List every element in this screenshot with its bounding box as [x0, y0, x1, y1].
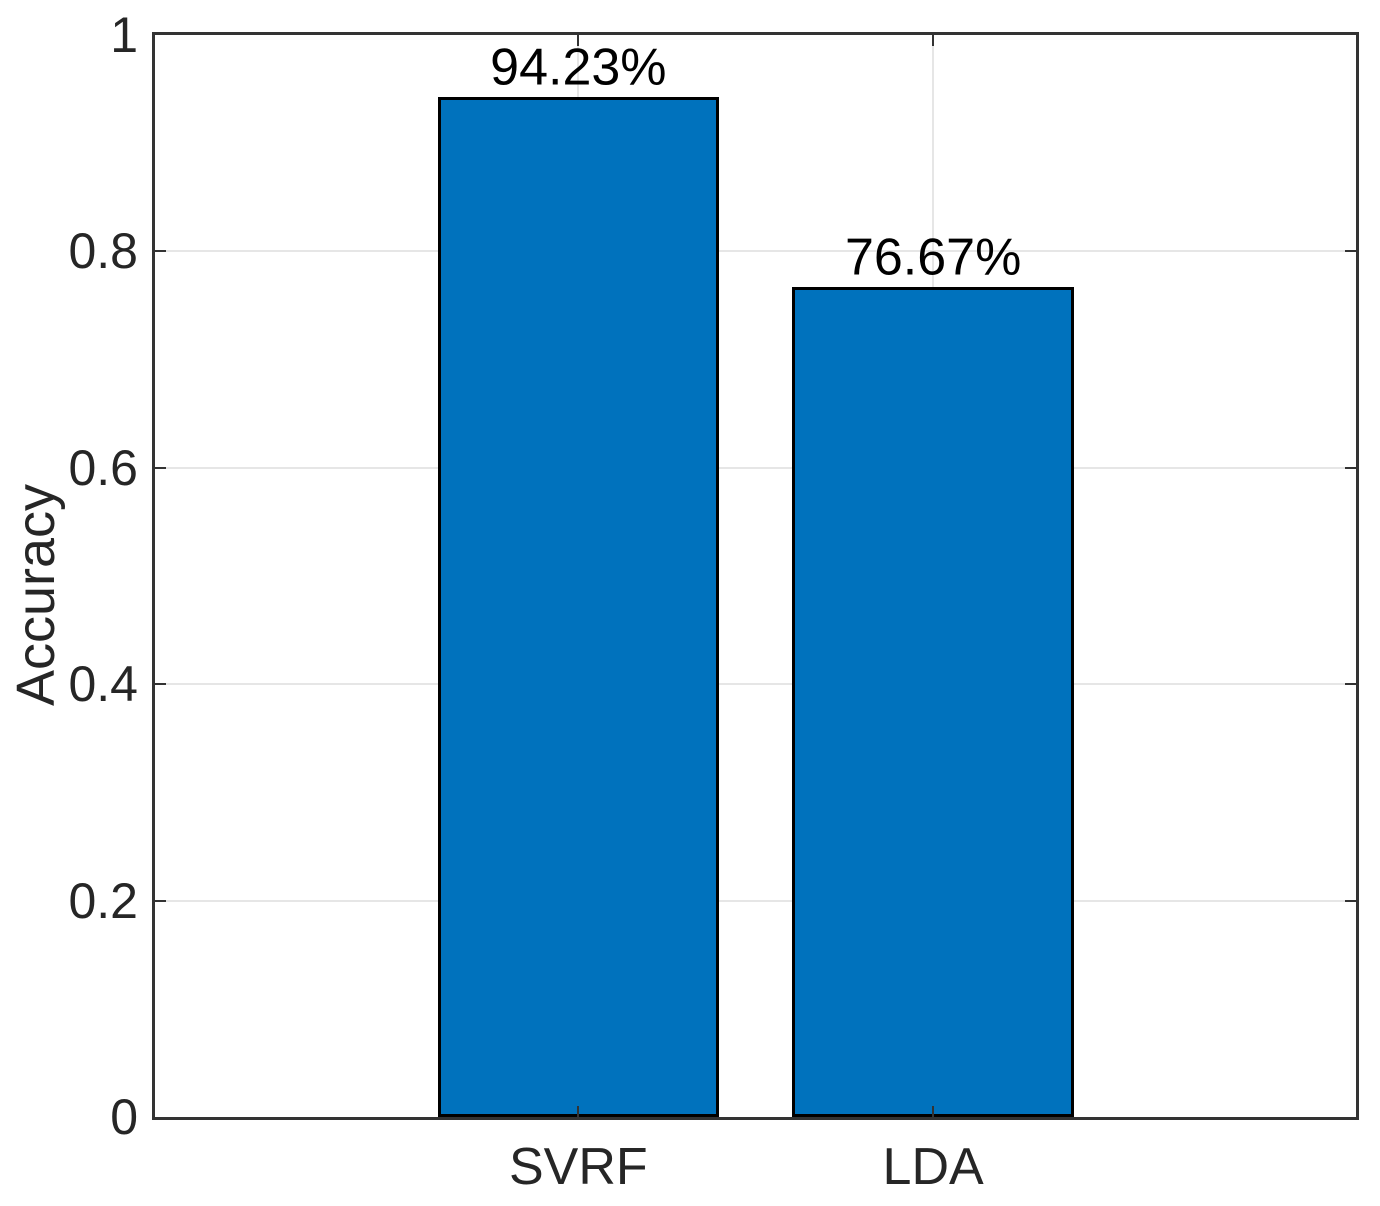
x-axis-tick-top: [932, 35, 935, 46]
y-tick-label: 0.4: [68, 656, 138, 713]
y-axis-tick-right: [1345, 899, 1356, 902]
bar-svrf: [437, 97, 720, 1117]
x-tick-label: SVRF: [509, 1138, 648, 1196]
y-axis-tick-right: [1345, 250, 1356, 253]
y-axis-tick-left: [155, 683, 166, 686]
y-tick-label: 0.2: [68, 872, 138, 929]
bar-value-label: 76.67%: [844, 228, 1022, 287]
x-axis-tick-bottom: [577, 1106, 580, 1117]
x-axis-tick-bottom: [932, 1106, 935, 1117]
y-tick-label: 0.6: [68, 439, 138, 496]
y-axis-tick-left: [155, 466, 166, 469]
x-axis-tick-top: [577, 35, 580, 46]
y-tick-label: 0.8: [68, 223, 138, 280]
y-axis-tick-left: [155, 899, 166, 902]
plot-area: 94.23% 76.67%: [152, 32, 1359, 1120]
gridline-horizontal: [155, 683, 1356, 686]
y-axis-tick-right: [1345, 683, 1356, 686]
bar-value-label: 94.23%: [490, 38, 667, 97]
y-tick-label: 1: [110, 7, 138, 63]
y-axis-tick-right: [1345, 466, 1356, 469]
bar-lda: [792, 287, 1074, 1117]
y-axis-tick-left: [155, 250, 166, 253]
gridline-horizontal: [155, 466, 1356, 469]
y-tick-label: 0: [110, 1089, 138, 1145]
x-tick-label: LDA: [882, 1138, 984, 1196]
gridline-horizontal: [155, 899, 1356, 902]
gridline-horizontal: [155, 250, 1356, 253]
